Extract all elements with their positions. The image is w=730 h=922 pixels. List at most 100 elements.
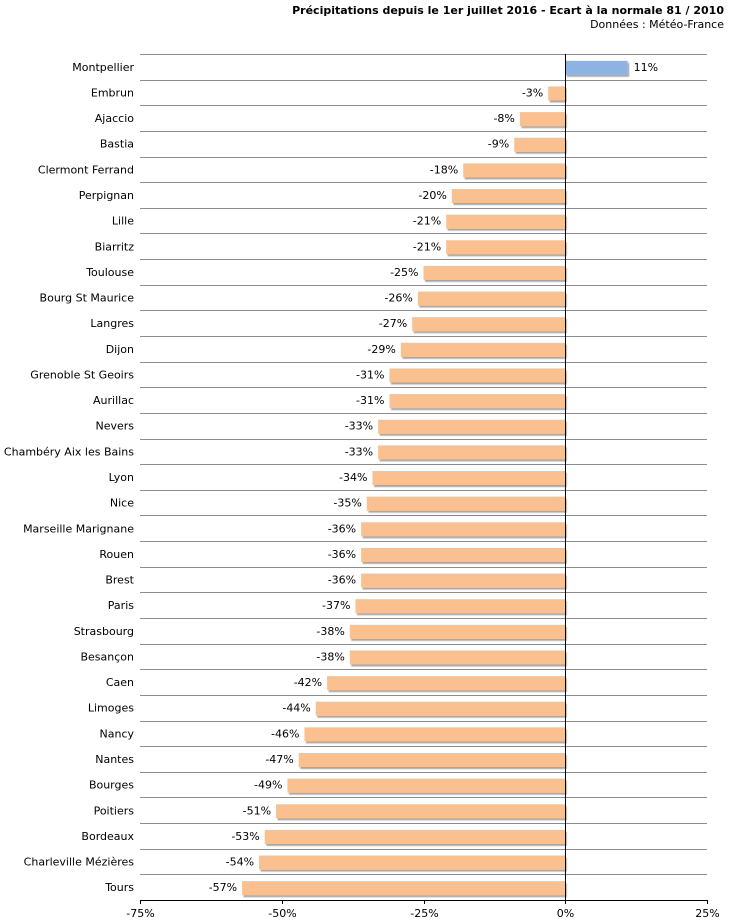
value-label: -21% bbox=[413, 240, 441, 253]
bar-brest bbox=[361, 573, 566, 588]
value-label: -9% bbox=[488, 138, 509, 151]
bar-dijon bbox=[400, 342, 566, 357]
bar-toulouse bbox=[423, 265, 566, 280]
value-label: -42% bbox=[294, 676, 322, 689]
bar-biarritz bbox=[446, 240, 566, 255]
category-label: Poitiers bbox=[94, 804, 135, 817]
category-label: Bourges bbox=[89, 779, 134, 792]
category-label: Paris bbox=[108, 599, 134, 612]
category-label: Limoges bbox=[88, 702, 134, 715]
category-label: Lille bbox=[112, 215, 134, 228]
category-label: Marseille Marignane bbox=[23, 522, 134, 535]
bar-ajaccio bbox=[519, 112, 566, 127]
category-label: Aurillac bbox=[93, 394, 134, 407]
category-label: Toulouse bbox=[85, 266, 134, 279]
value-label: -38% bbox=[316, 625, 344, 638]
value-label: -31% bbox=[356, 368, 384, 381]
value-label: -26% bbox=[384, 292, 412, 305]
bar-bastia bbox=[514, 137, 566, 152]
category-label: Biarritz bbox=[95, 240, 135, 253]
bar-besan-on bbox=[349, 650, 566, 665]
category-label: Bordeaux bbox=[81, 830, 134, 843]
bar-bourges bbox=[287, 778, 566, 793]
bar-embrun bbox=[548, 86, 566, 101]
value-label: -37% bbox=[322, 599, 350, 612]
chart-subtitle: Données : Météo-France bbox=[590, 18, 724, 31]
value-label: -36% bbox=[328, 522, 356, 535]
category-label: Caen bbox=[106, 676, 134, 689]
x-tick-label: -75% bbox=[126, 907, 154, 920]
bar-nice bbox=[366, 496, 566, 511]
axes: -75% -50% -25% 0% 25% bbox=[126, 54, 720, 920]
value-label: -54% bbox=[226, 856, 254, 869]
category-label: Langres bbox=[90, 317, 134, 330]
category-label: Nevers bbox=[95, 420, 134, 433]
value-label: -47% bbox=[265, 753, 293, 766]
x-tick-label: -50% bbox=[268, 907, 296, 920]
bar-aurillac bbox=[389, 394, 566, 409]
labels: Montpellier 11% Embrun -3% Ajaccio -8% Bastia -… bbox=[4, 61, 658, 894]
category-label: Lyon bbox=[109, 471, 134, 484]
category-label: Embrun bbox=[91, 86, 134, 99]
value-label: -36% bbox=[328, 548, 356, 561]
value-label: -25% bbox=[390, 266, 418, 279]
category-label: Ajaccio bbox=[95, 112, 134, 125]
category-label: Nice bbox=[110, 497, 134, 510]
value-label: -53% bbox=[231, 830, 259, 843]
bar-paris bbox=[355, 599, 566, 614]
x-tick-label: -25% bbox=[410, 907, 438, 920]
category-label: Rouen bbox=[99, 548, 134, 561]
bar-grenoble-st-geoirs bbox=[389, 368, 566, 383]
chart-title: Précipitations depuis le 1er juillet 201… bbox=[292, 4, 724, 17]
bar-nevers bbox=[378, 419, 566, 434]
bar-bordeaux bbox=[264, 829, 566, 844]
bar-tours bbox=[242, 881, 566, 896]
x-tick-label: 25% bbox=[695, 907, 719, 920]
value-label: -46% bbox=[271, 727, 299, 740]
category-label: Grenoble St Geoirs bbox=[30, 368, 134, 381]
value-label: -31% bbox=[356, 394, 384, 407]
category-label: Bourg St Maurice bbox=[40, 292, 135, 305]
bar-marseille-marignane bbox=[361, 522, 566, 537]
value-label: -36% bbox=[328, 574, 356, 587]
bar-bourg-st-maurice bbox=[417, 291, 566, 306]
value-label: -21% bbox=[413, 215, 441, 228]
value-label: -34% bbox=[339, 471, 367, 484]
value-label: -27% bbox=[379, 317, 407, 330]
bar-perpignan bbox=[451, 189, 566, 203]
bar-strasbourg bbox=[349, 624, 566, 639]
bar-lyon bbox=[372, 471, 566, 485]
value-label: -33% bbox=[345, 445, 373, 458]
category-label: Tours bbox=[104, 881, 134, 894]
category-label: Clermont Ferrand bbox=[38, 163, 134, 176]
category-label: Bastia bbox=[100, 138, 134, 151]
value-label: -3% bbox=[522, 86, 543, 99]
category-label: Strasbourg bbox=[74, 625, 134, 638]
category-label: Perpignan bbox=[79, 189, 134, 202]
bar-caen bbox=[327, 676, 566, 691]
value-label: -18% bbox=[430, 163, 458, 176]
category-label: Montpellier bbox=[72, 61, 134, 74]
category-label: Chambéry Aix les Bains bbox=[4, 445, 134, 458]
value-label: -35% bbox=[333, 497, 361, 510]
category-label: Nantes bbox=[95, 753, 134, 766]
category-label: Dijon bbox=[106, 343, 134, 356]
category-label: Nancy bbox=[100, 727, 135, 740]
category-label: Besançon bbox=[80, 650, 134, 663]
bar-chamb-ry-aix-les-bains bbox=[378, 445, 566, 460]
bar-charleville-m-zi-res bbox=[259, 855, 566, 870]
x-tick-label: 0% bbox=[557, 907, 574, 920]
value-label: -20% bbox=[418, 189, 446, 202]
gridlines bbox=[140, 54, 707, 901]
bar-limoges bbox=[315, 701, 566, 716]
category-label: Brest bbox=[105, 574, 134, 587]
bar-lille bbox=[446, 214, 566, 229]
bar-clermont-ferrand bbox=[463, 163, 566, 178]
bars bbox=[242, 60, 628, 896]
bar-langres bbox=[412, 317, 566, 332]
value-label: -8% bbox=[493, 112, 514, 125]
bar-rouen bbox=[361, 547, 566, 562]
value-label: -57% bbox=[209, 881, 237, 894]
bar-nantes bbox=[298, 753, 566, 767]
